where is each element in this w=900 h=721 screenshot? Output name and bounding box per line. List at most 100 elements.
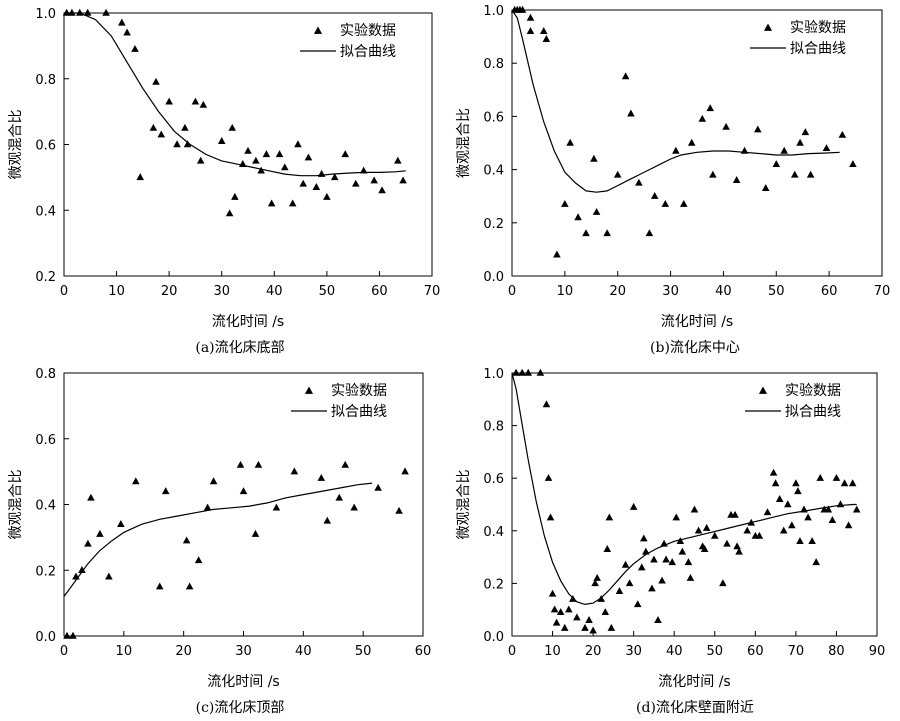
data-point [648, 584, 656, 592]
data-point [672, 146, 680, 154]
y-tick-label: 0.0 [35, 630, 56, 645]
legend-label-data: 实验数据 [790, 20, 846, 36]
data-point [582, 229, 590, 237]
data-point [763, 508, 772, 516]
panel-caption: (d)流化床壁面附近 [636, 700, 754, 716]
data-point [359, 166, 368, 174]
data-point [678, 547, 687, 555]
x-tick-label: 0 [508, 284, 516, 299]
data-point [621, 72, 630, 80]
data-point [155, 582, 164, 590]
x-axis-label: 流化时间 /s [212, 314, 284, 330]
data-point [828, 516, 837, 524]
data-point [351, 179, 360, 187]
data-point [312, 183, 321, 190]
data-point [238, 160, 247, 167]
y-tick-label: 0.4 [483, 164, 504, 179]
data-point [191, 97, 200, 105]
x-tick-label: 20 [609, 284, 626, 299]
x-tick-label: 20 [161, 284, 178, 299]
data-point [615, 587, 624, 595]
data-point [771, 479, 780, 487]
data-point [72, 572, 80, 580]
data-point [550, 605, 559, 613]
x-tick-label: 40 [715, 284, 732, 299]
legend-label-data: 实验数据 [785, 383, 841, 399]
data-point [642, 547, 650, 555]
chart-panel-a: 0 10 20 30 40 50 60 70 0.2 0.4 0.6 0.8 1.0 流化时间 /s 微观混… [8, 7, 440, 356]
x-axis-label: 流化时间 /s [661, 314, 733, 330]
y-tick-label: 0.6 [35, 139, 56, 154]
legend-label-data: 实验数据 [331, 383, 387, 399]
data-point [542, 400, 551, 408]
data-point [123, 28, 131, 36]
data-point [775, 495, 784, 502]
data-point [69, 631, 77, 639]
data-point [650, 555, 658, 563]
x-axis-label: 流化时间 /s [207, 674, 279, 690]
x-tick-label: 0 [508, 644, 516, 659]
data-point [569, 594, 577, 602]
data-point [165, 97, 173, 105]
data-point [251, 529, 260, 537]
data-point [801, 128, 810, 136]
fit-curve-line [511, 9, 840, 193]
data-point [804, 513, 812, 521]
data-point [161, 487, 170, 495]
data-point [832, 474, 841, 481]
data-point [566, 138, 574, 146]
x-tick-label: 10 [108, 284, 125, 299]
data-point [394, 156, 402, 164]
data-point [822, 144, 831, 152]
legend-label-fit: 拟合曲线 [785, 404, 841, 420]
data-point [185, 582, 194, 590]
data-point [806, 170, 815, 178]
data-point [542, 35, 551, 42]
data-point [812, 558, 820, 566]
data-point [350, 503, 358, 511]
data-point [849, 160, 857, 168]
data-point [601, 608, 610, 616]
data-point [788, 521, 796, 529]
x-tick-label: 90 [869, 644, 886, 659]
data-point [581, 623, 589, 631]
data-point [668, 558, 676, 566]
data-point [75, 8, 84, 16]
data-point [658, 576, 666, 584]
data-point [723, 539, 731, 547]
legend-marker-triangle [313, 26, 323, 34]
y-axis-label: 微观混合比 [8, 110, 24, 180]
legend-label-fit: 拟合曲线 [790, 41, 846, 57]
data-point [629, 502, 638, 510]
x-tick-label: 50 [319, 284, 336, 299]
data-point [585, 616, 593, 623]
data-point [231, 192, 239, 200]
x-tick-label: 70 [874, 284, 891, 299]
data-point [553, 250, 561, 258]
data-point [743, 526, 752, 534]
data-point [800, 505, 808, 513]
x-tick-label: 60 [415, 644, 432, 659]
data-point [228, 123, 237, 131]
data-point [690, 505, 699, 513]
data-point [157, 130, 166, 138]
data-point [735, 547, 743, 555]
y-tick-label: 0.0 [483, 270, 504, 285]
data-point [731, 510, 739, 518]
data-point [654, 616, 662, 623]
data-point [194, 556, 203, 564]
data-point [341, 460, 349, 468]
data-point [808, 537, 816, 545]
chart-panel-d: 0 10 20 30 40 50 60 70 80 90 0.0 0.2 0.4 0.6 0.8 1.0 流化时… [456, 367, 885, 716]
data-point [323, 192, 331, 200]
data-point [254, 460, 263, 468]
data-point [546, 513, 555, 521]
data-point [772, 160, 781, 168]
data-point [574, 213, 582, 221]
data-point [239, 487, 248, 495]
data-point [378, 186, 386, 194]
